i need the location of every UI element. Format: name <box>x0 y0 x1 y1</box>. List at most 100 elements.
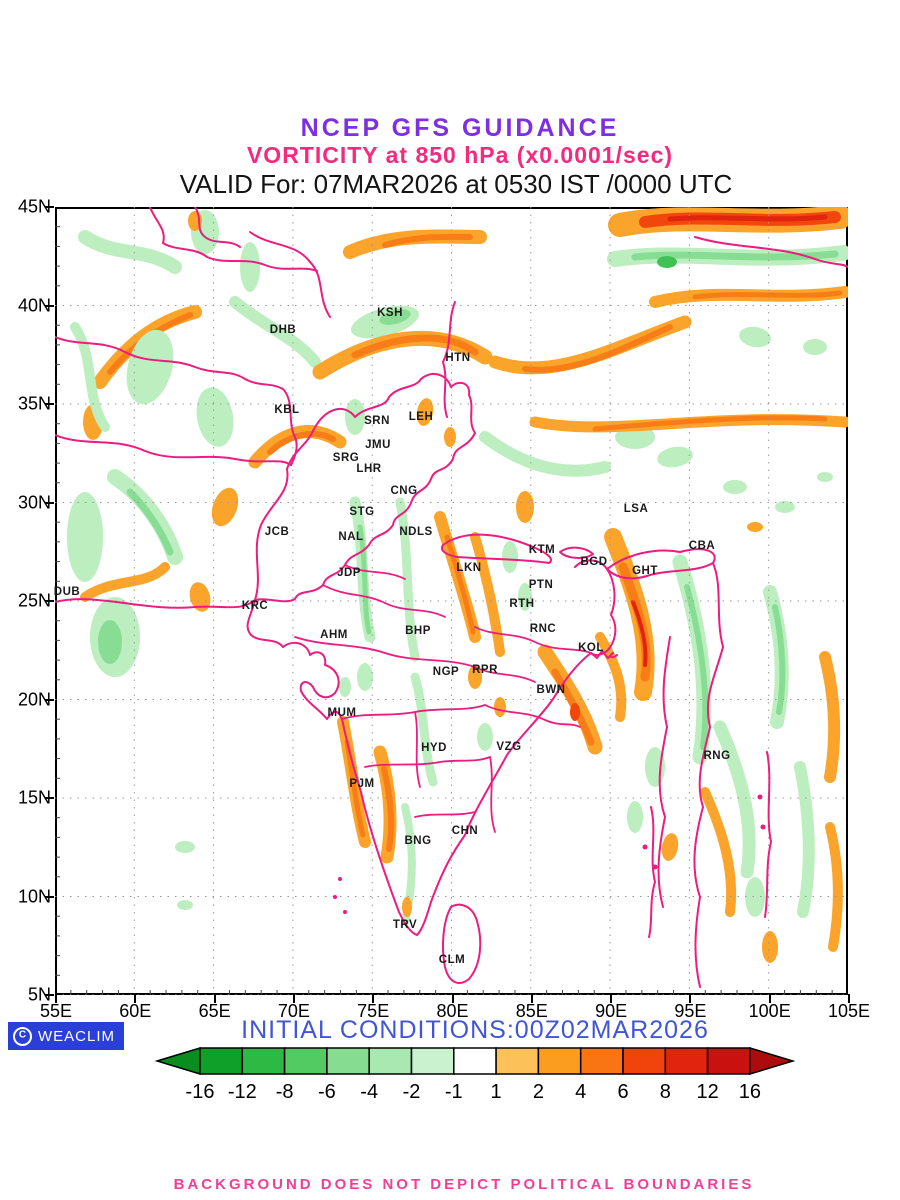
colorbar-tick--6: -6 <box>318 1081 336 1103</box>
colorbar-segment-11 <box>664 1047 709 1075</box>
colorbar-tick-16: 16 <box>739 1081 761 1103</box>
colorbar-tick--12: -12 <box>228 1081 257 1103</box>
x-axis-tick <box>55 994 57 1003</box>
colorbar-tick-12: 12 <box>696 1081 718 1103</box>
colorbar-left-arrow <box>154 1046 201 1076</box>
station-label-lhr: LHR <box>356 463 382 475</box>
y-axis-tick <box>45 895 54 898</box>
disclaimer-text: BACKGROUND DOES NOT DEPICT POLITICAL BOU… <box>173 1176 755 1193</box>
station-label-leh: LEH <box>408 411 434 423</box>
y-axis-tick <box>45 206 54 208</box>
colorbar-segment-1 <box>241 1047 286 1075</box>
station-label-ptn: PTN <box>528 579 554 591</box>
weaclim-logo[interactable]: C WEACLIM <box>8 1022 125 1050</box>
station-label-rnc: RNC <box>529 623 557 635</box>
x-axis-label-95E: 95E <box>674 1001 707 1021</box>
station-label-srn: SRN <box>364 415 390 427</box>
y-axis-label-20N: 20N <box>17 689 51 709</box>
y-axis-tick <box>45 994 54 996</box>
station-labels-layer: KSH DHB HTN KBL SRN LEH JMU SRG LHR CNG STG NDLS JCB… <box>53 207 848 995</box>
chart-subtitle-validtime: VALID For: 07MAR2026 at 0530 IST /0000 U… <box>179 169 733 199</box>
cyclone-icon: C <box>13 1026 32 1046</box>
station-label-rpr: RPR <box>472 664 498 676</box>
station-label-bwn: BWN <box>536 684 566 696</box>
y-axis-tick <box>45 797 54 799</box>
station-label-pjm: PJM <box>349 778 375 790</box>
colorbar-svg: -16 -12 -8 -6 -4 -2 -1 1 2 4 6 8 12 16 <box>154 1046 796 1103</box>
y-axis-label-25N: 25N <box>17 590 51 611</box>
station-label-bgd: BGD <box>580 556 608 568</box>
x-axis-label-85E: 85E <box>515 1001 548 1021</box>
colorbar-segment-10 <box>622 1047 667 1075</box>
x-axis-label-55E: 55E <box>39 1001 73 1021</box>
colorbar: -16 -12 -8 -6 -4 -2 -1 1 2 4 6 8 12 16 <box>154 1046 796 1123</box>
station-label-lsa: LSA <box>623 503 649 515</box>
station-label-ktm: KTM <box>528 544 556 556</box>
station-label-ndls: NDLS <box>399 526 433 538</box>
station-label-ahm: AHM <box>320 629 348 641</box>
y-axis-label-30N: 30N <box>17 492 51 512</box>
y-axis-label-40N: 40N <box>17 295 51 315</box>
colorbar-segment-9 <box>579 1047 624 1075</box>
colorbar-segment-8 <box>537 1047 582 1075</box>
x-axis-label-100E: 100E <box>748 1001 791 1021</box>
station-label-trv: TRV <box>392 919 418 931</box>
colorbar-tick-8: 8 <box>660 1081 671 1103</box>
station-label-kbl: KBL <box>274 404 300 416</box>
colorbar-segment-2 <box>283 1047 328 1075</box>
station-label-jdp: JDP <box>337 567 361 579</box>
y-axis-label-45N: 45N <box>17 196 51 217</box>
station-label-nal: NAL <box>338 531 364 543</box>
colorbar-tick-4: 4 <box>575 1081 586 1103</box>
map-plot-frame: KSH DHB HTN KBL SRN LEH JMU SRG LHR CNG STG NDLS JCB… <box>53 207 848 995</box>
colorbar-tick--1: -1 <box>445 1081 463 1103</box>
x-axis-tick <box>610 994 613 1003</box>
station-label-bhp: BHP <box>405 625 431 637</box>
y-axis-tick <box>45 600 54 602</box>
station-label-cng: CNG <box>390 485 418 497</box>
y-axis-label-5N: 5N <box>27 984 51 1005</box>
logo-text: WEACLIM <box>38 1027 116 1045</box>
y-axis-tick <box>45 698 54 701</box>
page-title: NCEP GFS GUIDANCE <box>300 114 620 142</box>
x-axis-label-75E: 75E <box>357 1001 390 1021</box>
station-label-clm: CLM <box>438 954 466 966</box>
colorbar-tick-6: 6 <box>617 1081 628 1103</box>
station-label-rng: RNG <box>703 750 731 762</box>
station-label-ght: GHT <box>632 565 658 577</box>
x-axis-label-105E: 105E <box>827 1001 871 1021</box>
station-label-bng: BNG <box>404 835 432 847</box>
initial-conditions-text: INITIAL CONDITIONS:00Z02MAR2026 <box>241 1016 709 1044</box>
station-label-vzg: VZG <box>496 741 522 753</box>
colorbar-segment-12 <box>706 1047 751 1075</box>
x-axis-tick <box>530 994 533 1003</box>
vorticity-map-canvas <box>55 207 848 995</box>
y-axis-label-15N: 15N <box>17 787 51 808</box>
colorbar-segment-5 <box>410 1047 455 1075</box>
colorbar-tick--8: -8 <box>276 1081 294 1103</box>
colorbar-segment-6 <box>453 1047 497 1075</box>
y-axis-tick <box>45 403 54 405</box>
x-axis-tick <box>213 994 216 1003</box>
station-label-chn: CHN <box>451 825 479 837</box>
colorbar-tick-2: 2 <box>533 1081 544 1103</box>
station-label-mum: MUM <box>327 707 357 719</box>
colorbar-right-arrow <box>749 1046 796 1076</box>
x-axis-label-90E: 90E <box>595 1001 628 1021</box>
station-label-jmu: JMU <box>365 439 391 451</box>
station-label-stg: STG <box>349 506 375 518</box>
x-axis-tick <box>768 994 771 1003</box>
station-label-hyd: HYD <box>421 742 447 754</box>
station-label-lkn: LKN <box>456 562 482 574</box>
station-label-ksh: KSH <box>377 307 403 319</box>
chart-subtitle-variable: VORTICITY at 850 hPa (x0.0001/sec) <box>246 142 674 168</box>
station-label-dub: DUB <box>53 586 81 598</box>
station-label-ngp: NGP <box>432 666 460 678</box>
station-label-dhb: DHB <box>269 324 297 336</box>
station-label-kol: KOL <box>578 642 604 654</box>
station-label-jcb: JCB <box>264 526 290 538</box>
x-axis-tick <box>451 994 454 1003</box>
colorbar-tick--2: -2 <box>403 1081 421 1103</box>
x-axis-tick <box>292 994 295 1003</box>
station-label-htn: HTN <box>445 352 471 364</box>
